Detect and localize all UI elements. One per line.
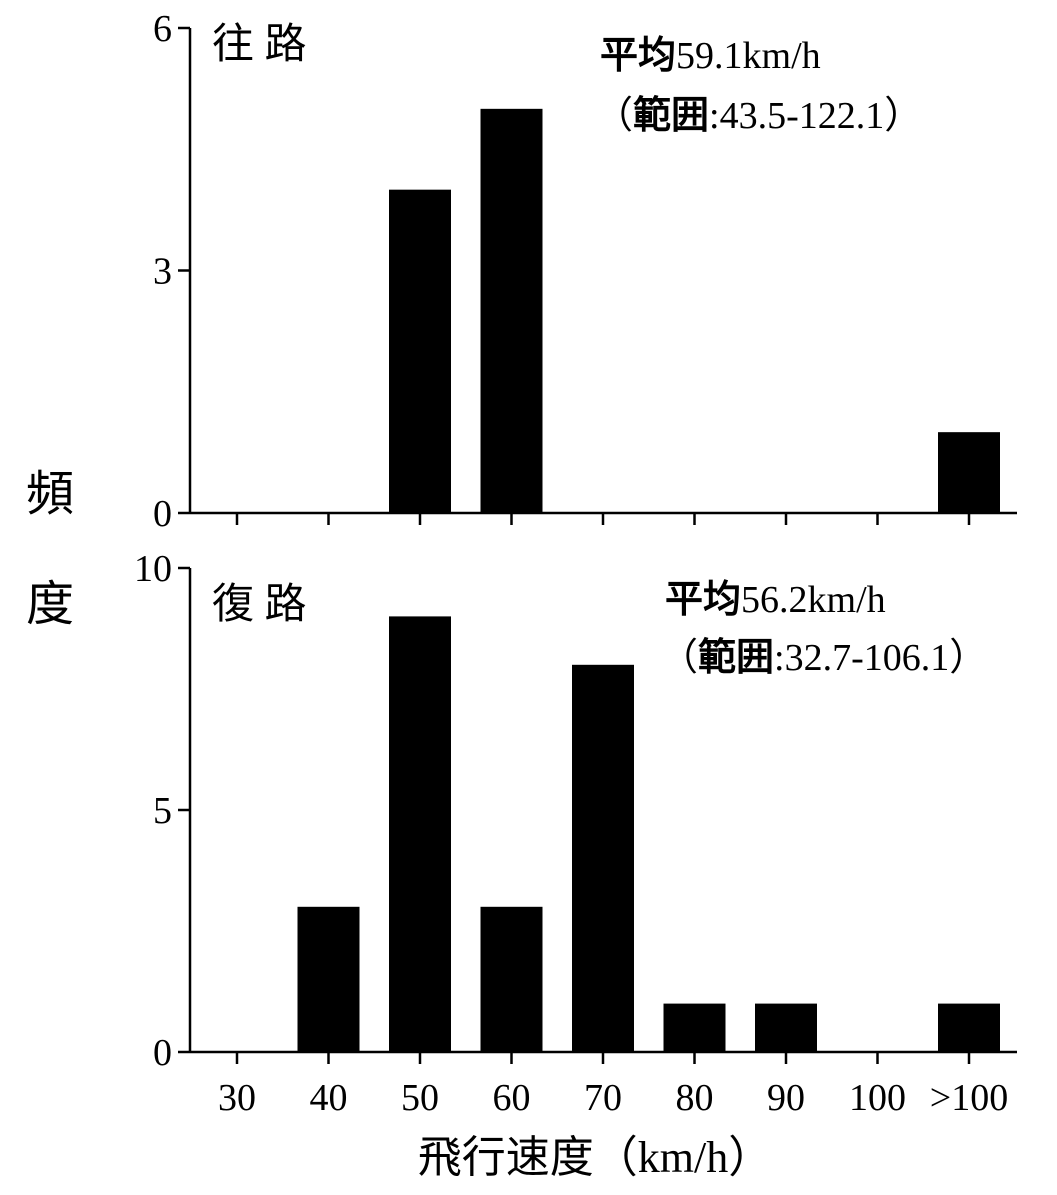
panel-2-bar-50 — [389, 616, 451, 1052]
panel-1-y-tick-label-0: 0 — [153, 493, 172, 535]
panel-1-y-tick-label-3: 3 — [153, 251, 172, 293]
panel-2-x-tick-label->100: >100 — [930, 1077, 1008, 1119]
panel-2-x-tick-label-80: 80 — [676, 1077, 714, 1119]
panel-1-range-value: :43.5-122.1） — [709, 95, 922, 137]
panel-2-x-tick-label-100: 100 — [849, 1077, 906, 1119]
panel-1-bar-50 — [389, 189, 451, 513]
panel-2-bar-80 — [663, 1003, 726, 1052]
panel-2-y-tick-label-5: 5 — [153, 790, 172, 832]
panel-1-mean: 平均59.1km/h — [600, 33, 821, 77]
panel-2-range: （範囲:32.7-106.1） — [660, 635, 987, 679]
panel-2-range-prefix: 範囲 — [698, 635, 774, 679]
panel-2-mean-prefix: 平均 — [665, 577, 741, 621]
ylabel-char-1: 頻 — [26, 468, 74, 521]
ylabel-char-2: 度 — [26, 578, 74, 631]
panel-1-bar->100 — [938, 432, 1000, 513]
panel-2-label: 復 路 — [212, 582, 307, 628]
panel-2-bar-90 — [755, 1003, 817, 1052]
panel-2-x-tick-label-70: 70 — [584, 1077, 622, 1119]
panel-2-x-tick-label-30: 30 — [218, 1077, 256, 1119]
panel-2-mean-value: 56.2km/h — [741, 579, 886, 621]
panel-2-bar->100 — [938, 1003, 1000, 1052]
panel-2-x-tick-label-90: 90 — [767, 1077, 805, 1119]
panel-1-range-prefix: 範囲 — [633, 93, 709, 137]
panel-1-y-tick-label-6: 6 — [153, 8, 172, 50]
panel-2-mean: 平均56.2km/h — [665, 577, 886, 621]
panel-1-range-open: （ — [595, 95, 633, 137]
panel-1-range: （範囲:43.5-122.1） — [595, 93, 922, 137]
panel-2-bar-40 — [297, 906, 360, 1052]
panel-1-mean-value: 59.1km/h — [676, 35, 821, 77]
panel-1-bar-60 — [480, 108, 543, 513]
panel-2-y-tick-label-10: 10 — [134, 548, 172, 590]
panel-1-label: 往 路 — [212, 21, 307, 68]
panel-2-x-tick-label-50: 50 — [401, 1077, 439, 1119]
panel-2-bar-60 — [480, 906, 543, 1052]
panel-2-x-tick-label-40: 40 — [310, 1077, 348, 1119]
panel-2-range-value: :32.7-106.1） — [774, 637, 987, 679]
panel-2-range-open: （ — [660, 637, 698, 679]
panel-1-mean-prefix: 平均 — [600, 33, 676, 77]
panel-2-x-tick-label-60: 60 — [493, 1077, 531, 1119]
panel-2-y-tick-label-0: 0 — [153, 1032, 172, 1074]
panel-2-bar-70 — [572, 664, 634, 1052]
x-axis-title: 飛行速度（km/h） — [418, 1133, 772, 1182]
